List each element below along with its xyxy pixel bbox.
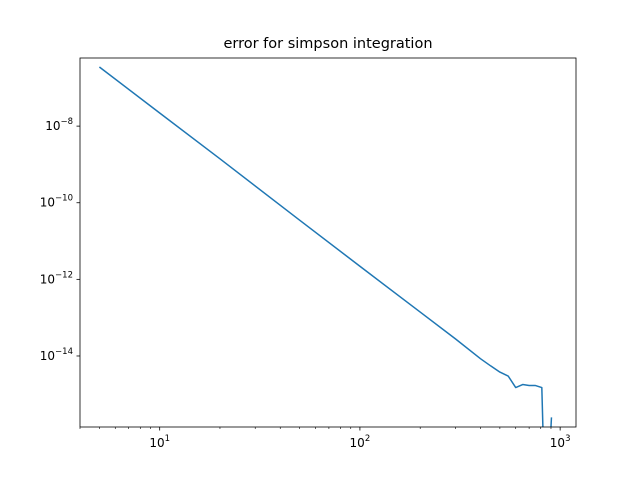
y-tick-label: 10−10 [40, 194, 73, 210]
series-line-segment [98, 66, 544, 428]
y-tick-label: 10−14 [40, 347, 73, 363]
x-tick-label: 101 [149, 434, 170, 450]
x-axis: 101 102 103 [79, 427, 571, 450]
x-tick-label: 103 [550, 434, 571, 450]
y-tick-label: 10−8 [45, 117, 73, 133]
x-tick-label: 102 [350, 434, 371, 450]
plot-frame [79, 57, 577, 428]
series-layer [98, 66, 553, 428]
y-tick-label: 10−12 [40, 270, 73, 286]
y-axis: 10−8 10−10 10−12 10−14 [40, 117, 80, 363]
chart-title: error for simpson integration [223, 36, 432, 52]
